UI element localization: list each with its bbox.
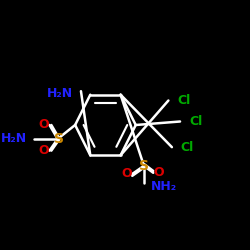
Text: O: O bbox=[38, 144, 49, 157]
Text: H₂N: H₂N bbox=[47, 87, 73, 100]
Text: O: O bbox=[122, 168, 132, 180]
Text: O: O bbox=[153, 166, 164, 179]
Text: Cl: Cl bbox=[181, 141, 194, 154]
Text: Cl: Cl bbox=[177, 94, 190, 107]
Text: NH₂: NH₂ bbox=[151, 180, 177, 193]
Text: S: S bbox=[139, 159, 149, 173]
Text: O: O bbox=[38, 118, 49, 132]
Text: Cl: Cl bbox=[189, 115, 202, 128]
Text: H₂N: H₂N bbox=[1, 132, 27, 145]
Text: S: S bbox=[54, 132, 64, 146]
